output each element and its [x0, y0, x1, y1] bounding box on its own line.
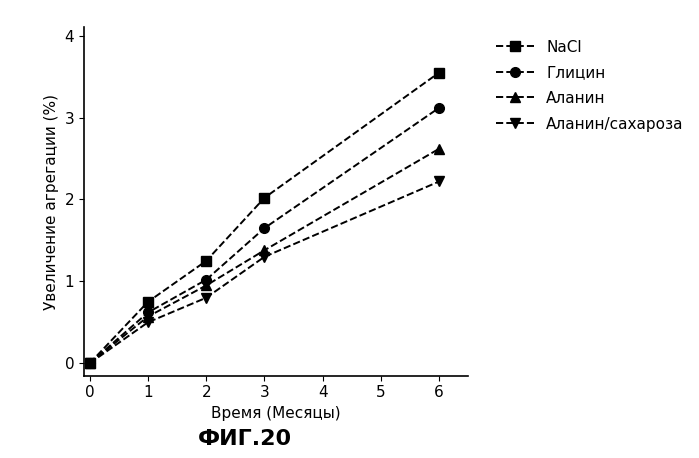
- Аланин: [202, 283, 210, 288]
- Аланин: [435, 146, 443, 152]
- Line: NaCl: NaCl: [85, 68, 444, 368]
- Аланин: [260, 247, 268, 253]
- Аланин/сахароза: [144, 320, 152, 325]
- Глицин: [435, 105, 443, 110]
- Аланин/сахароза: [85, 360, 94, 366]
- Text: ФИГ.20: ФИГ.20: [198, 429, 291, 449]
- Глицин: [85, 360, 94, 366]
- NaCl: [202, 258, 210, 264]
- Line: Глицин: Глицин: [85, 103, 444, 368]
- NaCl: [85, 360, 94, 366]
- Аланин/сахароза: [435, 179, 443, 184]
- Глицин: [260, 225, 268, 231]
- Legend: NaCl, Глицин, Аланин, Аланин/сахароза: NaCl, Глицин, Аланин, Аланин/сахароза: [491, 35, 689, 136]
- Аланин: [144, 314, 152, 319]
- NaCl: [144, 299, 152, 305]
- Аланин/сахароза: [260, 254, 268, 260]
- Y-axis label: Увеличение агрегации (%): Увеличение агрегации (%): [44, 93, 59, 310]
- Аланин: [85, 360, 94, 366]
- NaCl: [435, 70, 443, 75]
- Глицин: [144, 310, 152, 315]
- NaCl: [260, 195, 268, 201]
- X-axis label: Время (Месяцы): Время (Месяцы): [211, 406, 341, 421]
- Глицин: [202, 277, 210, 283]
- Line: Аланин/сахароза: Аланин/сахароза: [85, 177, 444, 368]
- Аланин/сахароза: [202, 295, 210, 300]
- Line: Аланин: Аланин: [85, 144, 444, 368]
